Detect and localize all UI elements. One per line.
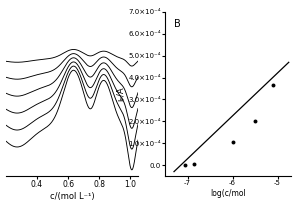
Y-axis label: iₚ/A: iₚ/A [116, 87, 125, 101]
X-axis label: c/(mol L⁻¹): c/(mol L⁻¹) [50, 192, 94, 200]
Point [253, 120, 257, 123]
Point [183, 163, 188, 166]
X-axis label: log(c/mol: log(c/mol [210, 189, 246, 198]
Point [230, 141, 235, 144]
Point [271, 84, 275, 87]
Text: B: B [174, 19, 181, 29]
Point [192, 162, 197, 166]
